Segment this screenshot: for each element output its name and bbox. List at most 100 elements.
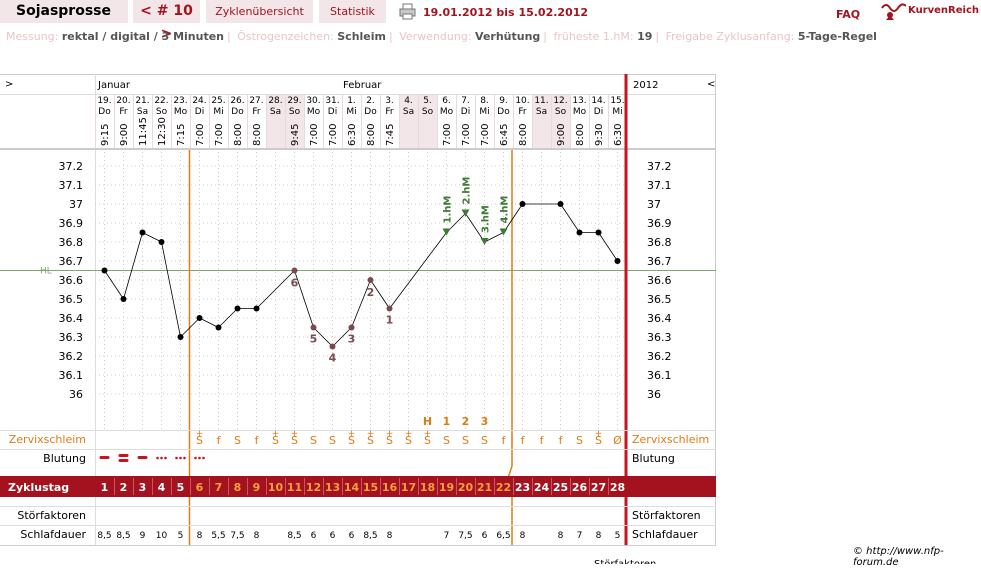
lower-six-point (291, 267, 298, 274)
date-day: 7. (461, 96, 470, 106)
tab-statistics[interactable]: Statistik (319, 0, 386, 23)
bleeding-spot (202, 456, 205, 460)
y-tick-label-right: 37.1 (647, 179, 672, 192)
row-label-cervix: Zervixschleim (9, 433, 86, 446)
cycle-day-number: 15 (363, 481, 378, 494)
cycle-selector[interactable]: < # 10 > (133, 0, 200, 42)
row-label-bleeding: Blutung (43, 452, 86, 465)
date-day: 1. (347, 96, 356, 106)
temp-line-segment (104, 270, 124, 300)
date-weekday: Sa (137, 107, 148, 117)
date-day: 4. (404, 96, 413, 106)
cycle-day-number: 20 (458, 481, 474, 494)
date-day: 29. (287, 96, 301, 106)
tab-cycle-overview[interactable]: Zyklenübersicht (206, 0, 313, 23)
measure-time: 9:15 (100, 124, 111, 146)
temp-point (234, 305, 241, 312)
cervix-plus: + (405, 429, 413, 439)
cycle-chart: > <Januar Februar 201219.Do9:1520.Fr9:0021.… (0, 74, 716, 546)
temp-point (614, 258, 621, 264)
high-measure-label: 4.hM (500, 196, 511, 224)
peak-day-letter: H (423, 415, 432, 428)
cervix-plus: + (348, 429, 356, 439)
temp-line-segment (332, 327, 352, 347)
cervix-value: S (310, 434, 317, 447)
printer-icon[interactable] (399, 3, 416, 20)
cycle-day-number: 8 (234, 481, 242, 494)
date-day: 20. (116, 96, 130, 106)
cycle-day-number: 14 (344, 481, 360, 494)
lower-six-number: 6 (291, 277, 299, 290)
date-weekday: Di (594, 107, 603, 117)
temp-line-segment (256, 270, 295, 309)
temp-point (101, 267, 108, 274)
date-weekday: Mi (346, 107, 356, 117)
date-weekday: So (289, 107, 301, 117)
date-weekday: Di (195, 107, 204, 117)
sleep-value: 5,5 (211, 531, 225, 541)
cycle-day-number: 3 (139, 481, 147, 494)
peak-day-letter: 3 (481, 415, 489, 428)
bleeding-spot (175, 456, 178, 460)
temp-line-segment (199, 317, 219, 328)
temp-point (158, 239, 165, 245)
measure-time: 8:00 (252, 124, 263, 146)
date-day: 22. (154, 96, 168, 106)
sleep-value: 6,5 (496, 531, 510, 541)
temp-point (196, 315, 203, 321)
date-weekday: Mi (612, 107, 622, 117)
sleep-value: 8,5 (97, 531, 111, 541)
nav-left-arrow[interactable]: > (5, 79, 13, 90)
y-tick-label-right: 36.2 (647, 350, 672, 363)
y-tick-label: 36 (69, 388, 83, 401)
lower-six-number: 4 (329, 352, 337, 365)
weekend-shade (532, 94, 551, 148)
sleep-value: 7 (444, 531, 450, 541)
sleep-value: 7 (577, 531, 583, 541)
user-name[interactable]: Sojasprosse (0, 0, 128, 23)
cervix-value: S (234, 434, 241, 447)
y-tick-label: 37.2 (59, 160, 84, 173)
cycle-day-number: 5 (177, 481, 185, 494)
temp-line-segment (389, 232, 447, 309)
temp-point (215, 324, 222, 331)
date-weekday: So (156, 107, 168, 117)
high-measure-marker (461, 209, 470, 217)
lower-six-number: 3 (348, 333, 356, 346)
copyright[interactable]: © http://www.nfp-forum.de (853, 546, 944, 568)
month-label: Januar (97, 80, 131, 91)
year-label: 2012 (633, 80, 658, 91)
row-label-disturb-right: Störfaktoren (632, 509, 701, 522)
y-tick-label-right: 36.9 (647, 217, 672, 230)
date-weekday: Mo (307, 107, 321, 117)
lower-six-number: 2 (367, 286, 375, 299)
y-tick-label: 36.5 (59, 293, 84, 306)
cycle-day-number: 16 (382, 481, 398, 494)
cycle-day-number: 11 (287, 481, 302, 494)
cervix-value: f (540, 434, 545, 447)
cervix-value: Ø (613, 434, 622, 447)
faq-link[interactable]: FAQ (836, 8, 861, 21)
peak-day-letter: 1 (443, 415, 451, 428)
y-tick-label-right: 36.7 (647, 255, 672, 268)
cervix-plus: + (367, 429, 375, 439)
row-label-disturb: Störfaktoren (17, 509, 86, 522)
date-day: 31. (325, 96, 339, 106)
logo[interactable]: KurvenReich (880, 2, 980, 22)
bleeding-spot (160, 456, 163, 460)
measure-time: 7:00 (195, 124, 206, 146)
sleep-value: 8 (596, 531, 602, 541)
nav-right-arrow[interactable]: < (707, 79, 715, 90)
row-label-sleep: Schlafdauer (20, 528, 86, 541)
y-tick-label-right: 36.3 (647, 331, 672, 344)
high-measure-marker (499, 228, 508, 236)
sleep-value: 5 (615, 531, 621, 541)
lower-six-point (348, 324, 355, 331)
measure-time: 9:00 (119, 124, 130, 146)
weekend-shade (266, 94, 285, 148)
sleep-value: 6 (330, 531, 336, 541)
bleeding-spot (179, 456, 182, 460)
cycle-day-number: 6 (196, 481, 204, 494)
bleeding-spot (156, 456, 159, 460)
sleep-value: 8 (197, 531, 203, 541)
